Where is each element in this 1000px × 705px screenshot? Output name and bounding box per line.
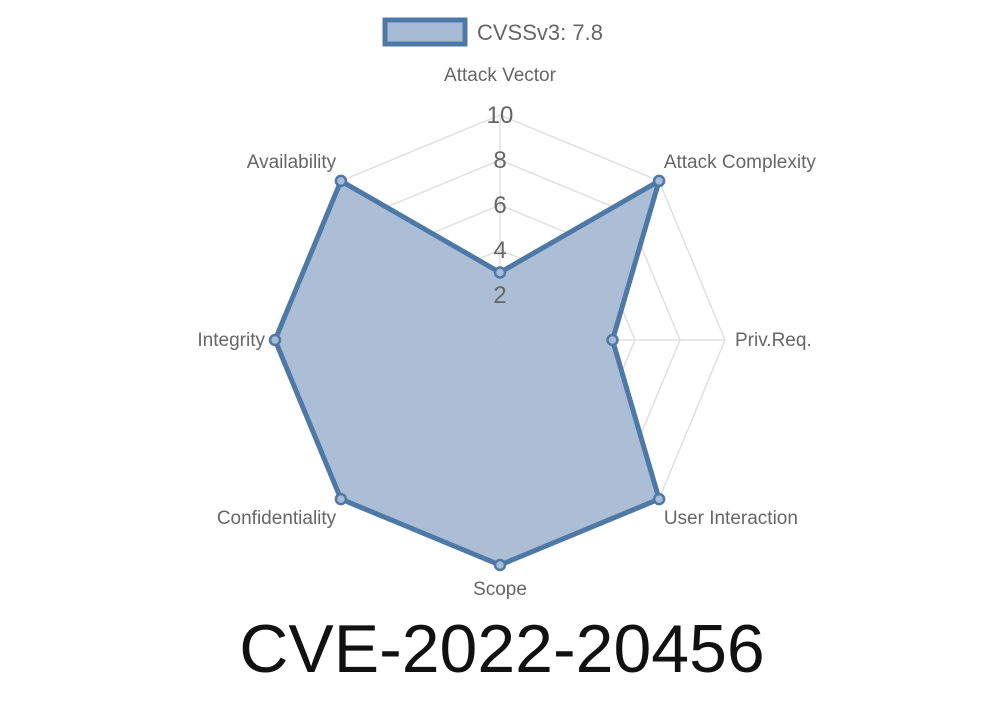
- data-point: [334, 492, 348, 506]
- tick-label: 10: [487, 102, 514, 129]
- axis-labels: Attack Vector Attack Complexity Priv.Req. U…: [197, 65, 816, 600]
- axis-label: User Interaction: [664, 508, 798, 529]
- data-point: [606, 333, 619, 347]
- series-layer: [268, 174, 666, 572]
- axis-label: Availability: [247, 152, 337, 173]
- data-point: [652, 492, 666, 506]
- data-point: [493, 266, 507, 279]
- data-point: [268, 333, 282, 347]
- data-point: [334, 174, 348, 188]
- axis-label: Attack Complexity: [664, 152, 817, 173]
- chart-title: CVE-2022-20456: [239, 611, 764, 687]
- tick-labels: 2 4 6 8 10: [487, 102, 514, 309]
- tick-label: 4: [493, 237, 506, 264]
- tick-label: 6: [493, 192, 506, 219]
- axis-label: Priv.Req.: [735, 330, 812, 351]
- legend-label: CVSSv3: 7.8: [477, 20, 603, 45]
- data-point: [493, 558, 507, 572]
- legend[interactable]: CVSSv3: 7.8: [382, 17, 603, 47]
- axis-label: Attack Vector: [444, 65, 557, 86]
- tick-label: 2: [493, 282, 506, 309]
- legend-swatch: [382, 17, 468, 47]
- axis-label: Scope: [473, 579, 527, 600]
- data-point: [652, 174, 666, 188]
- axis-label: Integrity: [197, 330, 265, 351]
- axis-label: Confidentiality: [217, 508, 337, 529]
- tick-label: 8: [493, 147, 506, 174]
